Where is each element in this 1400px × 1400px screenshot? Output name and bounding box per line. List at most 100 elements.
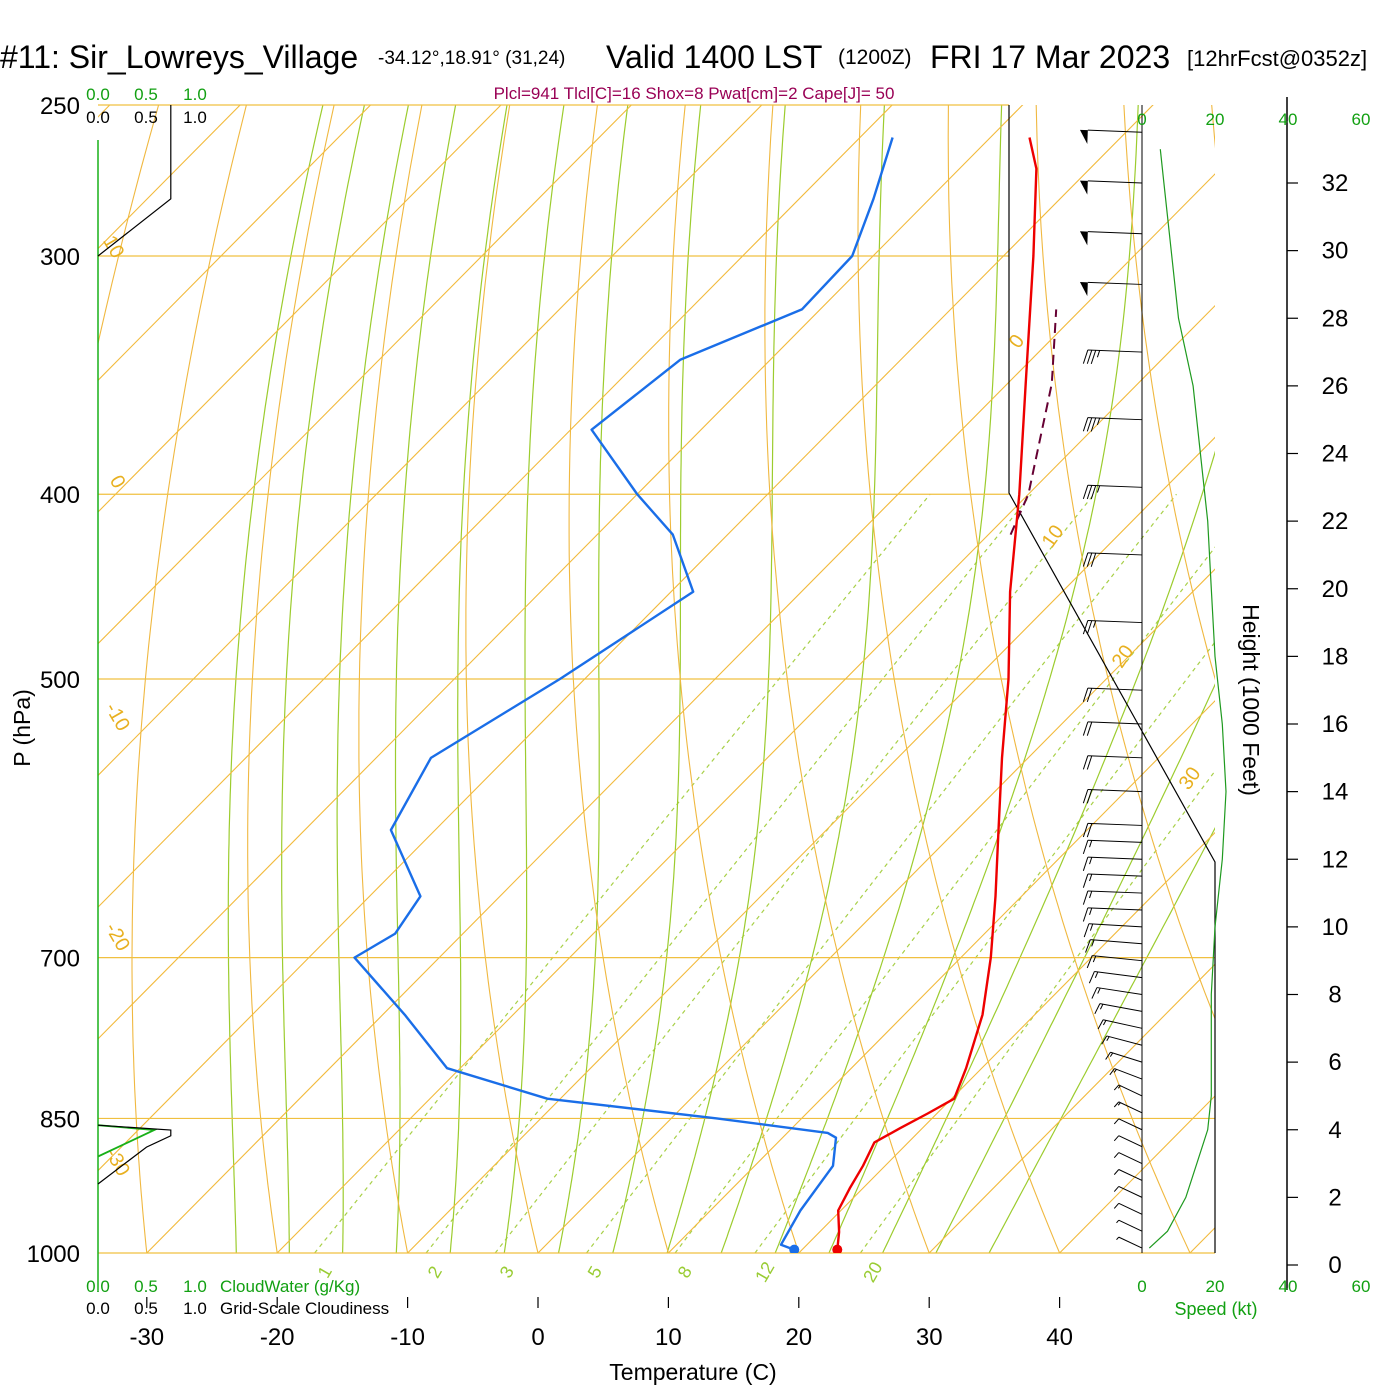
mixing-ratio-lines [314,493,1215,1253]
wind-barb-full [1082,687,1089,702]
wind-barb-full [1082,907,1089,922]
isotherm-line [928,963,1215,1253]
speed-tick-top: 40 [1279,110,1298,129]
dry-adiabat-line [1123,105,1215,681]
wind-barb-full [1086,349,1093,364]
cloud-tick-bottom-1: 1.0 [183,1277,207,1296]
wind-barb-staff [1088,923,1143,928]
height-tick-label: 26 [1322,373,1349,400]
dry-adiabat-line [131,105,247,1253]
x-tick-label: -20 [260,1324,295,1351]
surface-dewpoint-dot [789,1244,800,1253]
wind-barb-flag [1079,231,1088,246]
wind-barb-full [1082,789,1089,804]
wind-barb-staff [1096,987,1143,995]
speed-tick-bottom: 20 [1206,1277,1225,1296]
wind-barb-half [1089,890,1093,899]
height-tick-label: 30 [1322,238,1349,265]
height-tick-label: 12 [1322,846,1349,873]
height-tick-label: 0 [1328,1252,1341,1279]
isotherm-line [537,568,1215,1253]
cloudiness-upper-line [97,105,172,257]
plot-frame [97,97,1288,1290]
moist-adiabat-line [557,105,629,1253]
cloudwater-label: CloudWater (g/Kg) [220,1277,360,1296]
x-tick-label: 0 [531,1324,544,1351]
cloudiness-tick-top-05: 0.5 [134,108,158,127]
station-title: #11: Sir_Lowreys_Village [0,39,358,75]
dry-adiabat-line [764,105,930,1253]
wind-barb-half [1096,417,1101,426]
wind-barb-full [1086,417,1093,432]
moist-adiabat-line [828,105,1139,1253]
wind-barb-half [1093,620,1097,628]
moist-adiabat-line [281,105,365,1253]
height-tick-label: 2 [1328,1184,1341,1211]
isotherm-line [98,105,893,908]
wind-barb-half [1094,971,1099,979]
dry-adiabat-line [247,105,335,1253]
dry-adiabat-line [1035,105,1215,1021]
wind-barb-staff [1087,484,1143,488]
wind-barb-half [1096,485,1101,493]
wind-barb-half [1117,1085,1121,1089]
height-axis-title: Height (1000 Feet) [1238,604,1264,796]
x-tick-label: 10 [655,1324,682,1351]
mixing-ratio-label: 8 [674,1263,696,1282]
moist-adiabat-line [881,450,1215,1253]
wind-barb-staff [1094,971,1143,979]
wind-barb-full [1094,1003,1101,1015]
wind-barb-full [1097,1019,1104,1030]
wind-barb-half [1089,874,1093,882]
moist-adiabat-line [503,105,565,1253]
wind-barb-staff [1087,856,1143,860]
wind-barb-staff [1087,129,1143,133]
moist-adiabat-line [336,105,409,1253]
isotherm-label: 30 [1175,763,1206,794]
height-tick-label: 24 [1322,441,1349,468]
wind-barb-half [1097,987,1101,994]
wind-barb-half [1102,1020,1107,1026]
mixing-ratio-line [859,770,1215,1253]
wind-barb-staff [1087,839,1143,843]
isotherm-label: -20 [100,919,134,955]
height-tick-label: 32 [1322,170,1349,197]
wind-barb-staff [1118,1169,1143,1181]
wind-barb-full [1082,873,1089,888]
wind-barb-half [1092,955,1097,963]
plot-right-boundary [1008,105,1216,1253]
wind-barb-full [1082,485,1089,500]
dry-adiabat-line [465,105,539,1253]
y-axis-title: P (hPa) [9,689,35,767]
wind-barb-staff [1087,281,1143,285]
moist-adiabat-line [935,683,1215,1253]
wind-barb-half [1099,1003,1104,1010]
axis-labels: -30 -20 -10 0 10 20 30 402503004005007008501000… [27,93,1371,1351]
parcel-line [1009,309,1058,536]
wind-barb-full [1082,755,1089,770]
wind-barb-full [1086,721,1093,736]
mixing-ratio-label: 2 [424,1263,446,1282]
wind-barb-full [1082,349,1089,364]
height-tick-label: 22 [1322,508,1349,535]
cloud-tick-bottom-0: 0.0 [86,1277,110,1296]
wind-barb-full [1105,1051,1111,1060]
cloudiness-label: Grid-Scale Cloudiness [220,1299,389,1318]
wind-barb-staff [1118,1152,1143,1165]
forecast-run: [12hrFcst@0352z] [1187,46,1367,71]
wind-barb-full [1113,1135,1120,1142]
station-coords: -34.12°,18.91° (31,24) [378,48,565,69]
wind-barb-full [1082,840,1089,855]
x-axis-title: Temperature (C) [609,1359,776,1385]
sounding-profiles [353,137,1058,1253]
p-tick-label: 1000 [27,1241,80,1268]
isotherm-label: 10 [1038,521,1069,552]
wind-barb-flag [1079,129,1088,144]
x-tick-label: 20 [785,1324,812,1351]
wind-barb-half [1117,1102,1121,1106]
wind-barb-staff [1106,1035,1143,1046]
dewpoint-line [353,137,894,1251]
wind-barb-full [1085,939,1091,953]
cloud-tick-top-0: 0.0 [86,85,110,104]
wind-barb-staff [1118,1202,1143,1215]
